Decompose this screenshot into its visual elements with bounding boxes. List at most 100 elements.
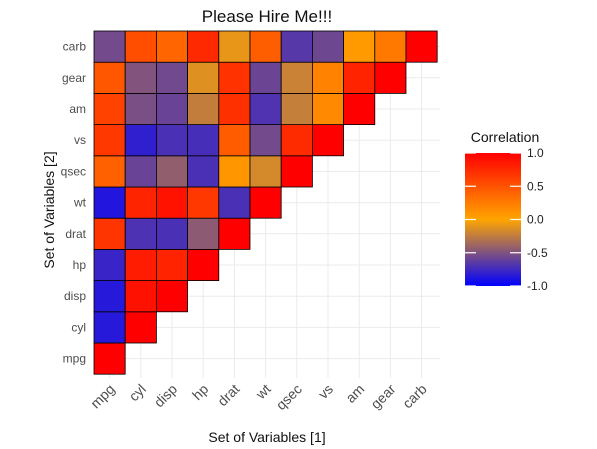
x-tick-label-cyl: cyl <box>125 381 148 404</box>
x-tick-label-drat: drat <box>214 381 242 409</box>
y-axis-title: Set of Variables [2] <box>41 151 57 268</box>
heatmap-tile-cyl-vs <box>124 124 157 157</box>
legend-label: 0.0 <box>527 213 544 227</box>
heatmap-tile-disp-disp <box>155 280 188 313</box>
x-tick-label-vs: vs <box>315 381 336 402</box>
y-tick-label-wt: wt <box>73 196 87 210</box>
heatmap-tile-hp-hp <box>187 248 220 281</box>
chart-title: Please Hire Me!!! <box>202 7 332 26</box>
heatmap-tile-qsec-gear <box>280 61 313 94</box>
heatmap-tile-cyl-gear <box>124 61 157 94</box>
heatmap-tile-disp-drat <box>155 217 188 250</box>
y-tick-label-hp: hp <box>73 258 87 272</box>
x-tick-label-mpg: mpg <box>87 381 118 412</box>
x-tick-label-wt: wt <box>252 381 274 403</box>
heatmap-tile-cyl-cyl <box>124 311 157 344</box>
heatmap-tile-qsec-vs <box>280 124 313 157</box>
heatmap-tile-mpg-vs <box>93 124 126 157</box>
heatmap-tile-mpg-gear <box>93 61 126 94</box>
heatmap-tile-drat-carb <box>218 30 251 63</box>
heatmap-tile-hp-qsec <box>187 155 220 188</box>
heatmap-tile-vs-carb <box>311 30 344 63</box>
heatmap-tiles <box>93 30 438 375</box>
heatmap-tile-mpg-wt <box>93 186 126 219</box>
heatmap-tile-mpg-cyl <box>93 311 126 344</box>
y-tick-label-am: am <box>69 102 86 116</box>
legend-label: -1.0 <box>527 279 548 293</box>
y-tick-label-mpg: mpg <box>63 352 86 366</box>
y-tick-label-qsec: qsec <box>61 164 86 178</box>
heatmap-tile-disp-qsec <box>155 155 188 188</box>
heatmap-tile-wt-vs <box>249 124 282 157</box>
x-tick-label-hp: hp <box>189 381 211 403</box>
heatmap-tile-am-carb <box>343 30 376 63</box>
heatmap-tile-vs-gear <box>311 61 344 94</box>
legend-ticks: 1.0 0.5 0.0 -0.5 -1.0 <box>465 146 548 293</box>
heatmap-tile-carb-carb <box>405 30 438 63</box>
heatmap-tile-cyl-disp <box>124 280 157 313</box>
heatmap-tile-wt-wt <box>249 186 282 219</box>
heatmap-tile-disp-am <box>155 93 188 126</box>
x-tick-label-disp: disp <box>151 381 181 411</box>
heatmap-tile-hp-wt <box>187 186 220 219</box>
heatmap-tile-cyl-hp <box>124 248 157 281</box>
legend-label: 1.0 <box>527 146 544 160</box>
y-tick-label-vs: vs <box>74 133 86 147</box>
heatmap-tile-mpg-disp <box>93 280 126 313</box>
heatmap-tile-vs-vs <box>311 124 344 157</box>
legend-label: 0.5 <box>527 179 544 193</box>
heatmap-tile-drat-gear <box>218 61 251 94</box>
heatmap-tile-cyl-am <box>124 93 157 126</box>
heatmap-tile-wt-carb <box>249 30 282 63</box>
heatmap-tile-vs-am <box>311 93 344 126</box>
heatmap-tile-mpg-hp <box>93 248 126 281</box>
heatmap-tile-drat-am <box>218 93 251 126</box>
x-tick-label-carb: carb <box>399 381 430 412</box>
heatmap-tile-drat-drat <box>218 217 251 250</box>
heatmap-tile-disp-hp <box>155 248 188 281</box>
heatmap-tile-mpg-qsec <box>93 155 126 188</box>
heatmap-tile-disp-wt <box>155 186 188 219</box>
heatmap-tile-hp-carb <box>187 30 220 63</box>
heatmap-tile-am-am <box>343 93 376 126</box>
heatmap-tile-wt-qsec <box>249 155 282 188</box>
heatmap-tile-disp-gear <box>155 61 188 94</box>
y-axis-tick-labels: mpg cyl disp hp drat wt qsec vs am gear carb <box>61 40 87 366</box>
heatmap-tile-drat-wt <box>218 186 251 219</box>
heatmap-tile-gear-gear <box>374 61 407 94</box>
x-tick-label-qsec: qsec <box>273 381 305 413</box>
heatmap-tile-disp-vs <box>155 124 188 157</box>
heatmap-tile-am-gear <box>343 61 376 94</box>
y-tick-label-drat: drat <box>65 227 86 241</box>
heatmap-tile-qsec-am <box>280 93 313 126</box>
heatmap-tile-mpg-mpg <box>93 342 126 375</box>
heatmap-tile-hp-drat <box>187 217 220 250</box>
heatmap-tile-qsec-qsec <box>280 155 313 188</box>
heatmap-tile-cyl-qsec <box>124 155 157 188</box>
heatmap-tile-mpg-am <box>93 93 126 126</box>
heatmap-tile-wt-gear <box>249 61 282 94</box>
heatmap-tile-cyl-drat <box>124 217 157 250</box>
x-tick-label-am: am <box>342 381 367 406</box>
x-axis-title: Set of Variables [1] <box>208 429 325 445</box>
heatmap-tile-hp-am <box>187 93 220 126</box>
heatmap-tile-wt-am <box>249 93 282 126</box>
heatmap-tile-drat-vs <box>218 124 251 157</box>
x-tick-label-gear: gear <box>367 381 398 412</box>
heatmap-tile-mpg-drat <box>93 217 126 250</box>
legend-label: -0.5 <box>527 246 548 260</box>
y-tick-label-cyl: cyl <box>71 320 86 334</box>
legend-title: Correlation <box>471 129 539 145</box>
heatmap-tile-qsec-carb <box>280 30 313 63</box>
heatmap-tile-cyl-wt <box>124 186 157 219</box>
heatmap-tile-hp-gear <box>187 61 220 94</box>
heatmap-tile-cyl-carb <box>124 30 157 63</box>
heatmap-tile-mpg-carb <box>93 30 126 63</box>
color-legend: Correlation 1.0 0.5 0.0 -0.5 -1.0 <box>465 129 548 293</box>
heatmap-tile-drat-qsec <box>218 155 251 188</box>
y-tick-label-disp: disp <box>64 289 86 303</box>
heatmap-tile-gear-carb <box>374 30 407 63</box>
heatmap-tile-disp-carb <box>155 30 188 63</box>
